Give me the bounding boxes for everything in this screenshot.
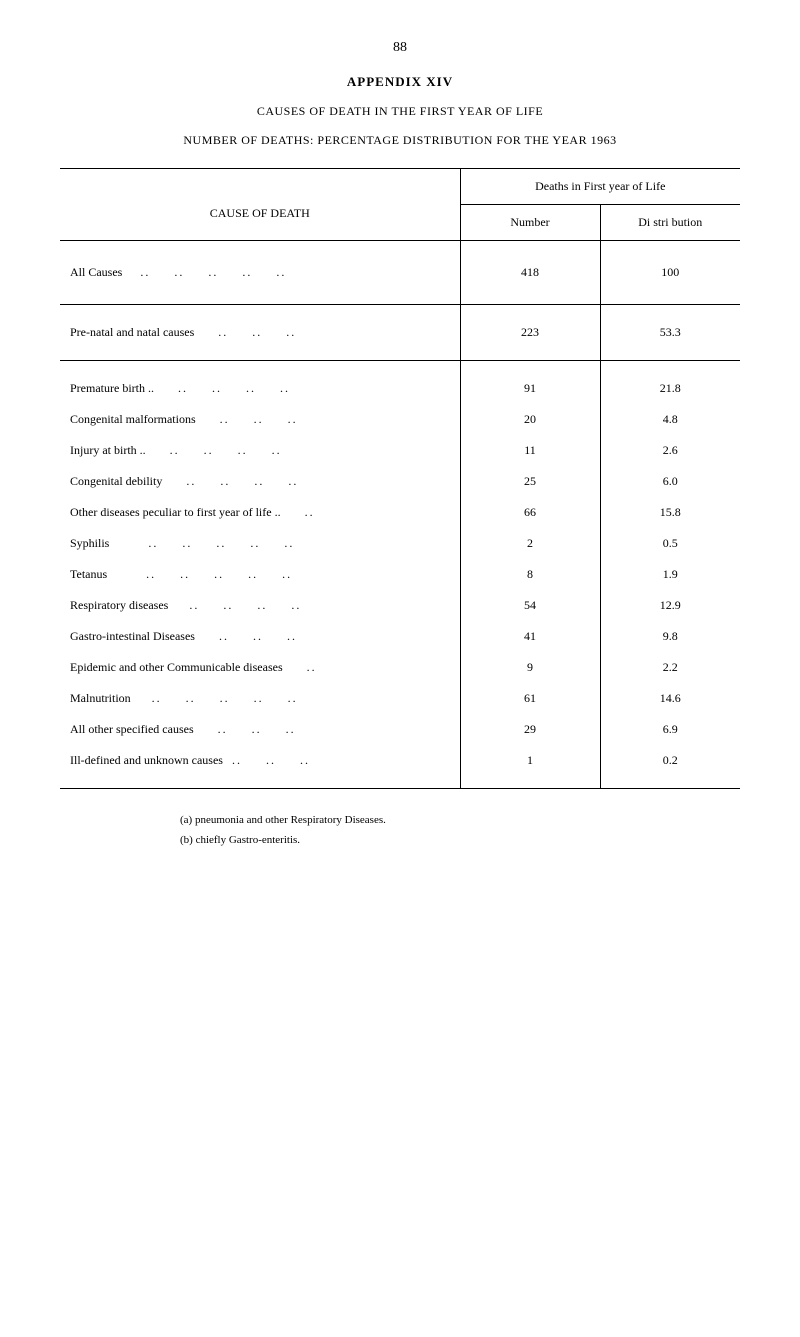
table-row-label: Ill-defined and unknown causes .. .. .. <box>60 745 460 789</box>
cause-header: CAUSE OF DEATH <box>60 169 460 241</box>
table-row-label: Congenital malformations .. .. .. <box>60 404 460 435</box>
table-row-number: 25 <box>460 466 600 497</box>
all-causes-number: 418 <box>460 241 600 305</box>
table-row-number: 8 <box>460 559 600 590</box>
prenatal-label: Pre-natal and natal causes .. .. .. <box>60 305 460 361</box>
table-row-dist: 1.9 <box>600 559 740 590</box>
deaths-header: Deaths in First year of Life <box>460 169 740 205</box>
footnote-b: (b) chiefly Gastro-enteritis. <box>180 834 740 846</box>
table-row-number: 29 <box>460 714 600 745</box>
all-causes-label: All Causes .. .. .. .. .. <box>60 241 460 305</box>
table-row-label: Congenital debility .. .. .. .. <box>60 466 460 497</box>
table-row-dist: 14.6 <box>600 683 740 714</box>
table-row-label: Syphilis .. .. .. .. .. <box>60 528 460 559</box>
table-row-number: 20 <box>460 404 600 435</box>
table-row-number: 2 <box>460 528 600 559</box>
table-row-number: 11 <box>460 435 600 466</box>
table-row-dist: 4.8 <box>600 404 740 435</box>
table-row-number: 9 <box>460 652 600 683</box>
subtitle-2: NUMBER OF DEATHS: PERCENTAGE DISTRIBUTIO… <box>60 133 740 148</box>
table-row-dist: 0.2 <box>600 745 740 789</box>
footnotes: (a) pneumonia and other Respiratory Dise… <box>180 814 740 846</box>
table-row-label: Gastro-intestinal Diseases .. .. .. <box>60 621 460 652</box>
table-row-dist: 0.5 <box>600 528 740 559</box>
number-header: Number <box>460 205 600 241</box>
table-row-number: 41 <box>460 621 600 652</box>
table-row-number: 1 <box>460 745 600 789</box>
table-row-dist: 2.2 <box>600 652 740 683</box>
table-row-label: All other specified causes .. .. .. <box>60 714 460 745</box>
subtitle-1: CAUSES OF DEATH IN THE FIRST YEAR OF LIF… <box>60 104 740 119</box>
table-row-number: 54 <box>460 590 600 621</box>
table-row-label: Malnutrition .. .. .. .. .. <box>60 683 460 714</box>
table-row-dist: 6.9 <box>600 714 740 745</box>
table-row-label: Premature birth .. .. .. .. .. <box>60 361 460 405</box>
table-row-label: Tetanus .. .. .. .. .. <box>60 559 460 590</box>
deaths-table: CAUSE OF DEATH Deaths in First year of L… <box>60 168 740 789</box>
table-row-label: Injury at birth .. .. .. .. .. <box>60 435 460 466</box>
distribution-header: Di stri bution <box>600 205 740 241</box>
table-row-dist: 15.8 <box>600 497 740 528</box>
table-row-number: 66 <box>460 497 600 528</box>
table-row-number: 91 <box>460 361 600 405</box>
prenatal-number: 223 <box>460 305 600 361</box>
table-row-dist: 9.8 <box>600 621 740 652</box>
table-row-dist: 12.9 <box>600 590 740 621</box>
table-row-dist: 2.6 <box>600 435 740 466</box>
footnote-a: (a) pneumonia and other Respiratory Dise… <box>180 814 740 826</box>
table-row-number: 61 <box>460 683 600 714</box>
page-number: 88 <box>60 40 740 56</box>
prenatal-dist: 53.3 <box>600 305 740 361</box>
table-row-label: Epidemic and other Communicable diseases… <box>60 652 460 683</box>
table-row-label: Respiratory diseases .. .. .. .. <box>60 590 460 621</box>
table-row-dist: 21.8 <box>600 361 740 405</box>
table-row-label: Other diseases peculiar to first year of… <box>60 497 460 528</box>
table-row-dist: 6.0 <box>600 466 740 497</box>
appendix-title: APPENDIX XIV <box>60 74 740 90</box>
all-causes-dist: 100 <box>600 241 740 305</box>
